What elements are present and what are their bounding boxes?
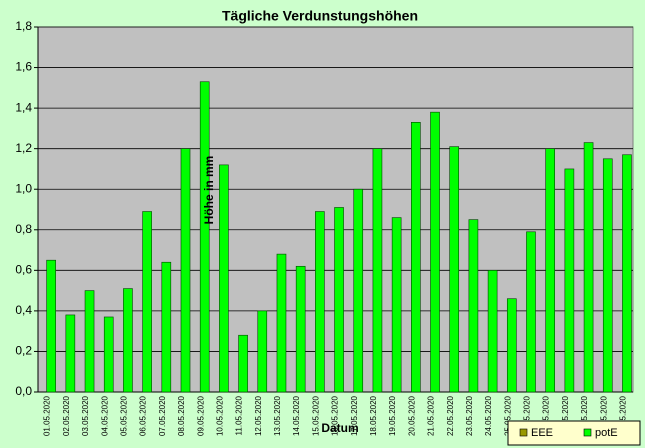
x-tick-label: 20.05.2020 [407,395,416,436]
y-tick-label: 0,0 [15,384,32,398]
bar [526,231,536,393]
bar [180,148,191,393]
bar [449,146,460,393]
legend-swatch [583,428,592,437]
x-tick-label: 02.05.2020 [62,395,71,436]
bar [583,142,594,393]
legend-box [507,420,641,446]
y-tick-label: 1,0 [15,181,32,195]
y-tick-label: 1,8 [15,19,32,33]
x-tick-label: 17.05.2020 [350,395,359,436]
bar [103,316,114,393]
x-tick-label: 29.05.2020 [580,395,589,436]
x-tick-label: 23.05.2020 [465,395,474,436]
x-tick-label: 11.05.2020 [235,395,244,435]
x-tick-label: 14.05.2020 [292,395,301,436]
x-tick-label: 16.05.2020 [331,395,340,436]
bar [506,298,517,393]
x-tick-label: 21.05.2020 [427,395,436,436]
bar [276,253,287,393]
bar [430,111,440,393]
bar [238,334,248,393]
bar [84,290,95,393]
bar [161,261,172,393]
y-tick-label: 1,4 [15,100,32,114]
x-tick-label: 10.05.2020 [215,395,224,436]
bar [468,219,479,393]
bar [142,211,152,393]
y-tick-label: 0,2 [15,344,32,358]
x-tick-label: 18.05.2020 [369,395,378,436]
x-tick-label: 27.05.2020 [542,395,551,436]
x-tick-label: 26.05.2020 [523,395,532,436]
bar [391,217,402,393]
bar [411,122,421,393]
x-tick-label: 12.05.2020 [254,395,263,436]
bar [295,265,306,393]
x-tick-label: 05.05.2020 [119,395,128,436]
x-tick-label: 06.05.2020 [139,395,148,436]
bar [315,211,325,393]
bar [372,148,383,393]
x-tick-label: 25.05.2020 [503,395,512,436]
x-tick-label: 01.05.2020 [43,395,52,436]
y-axis-label: Höhe in mm [202,156,216,225]
chart-title: Tägliche Verdunstungshöhen [222,8,418,24]
legend-label: EEE [531,427,553,439]
x-tick-label: 07.05.2020 [158,395,167,436]
bar [564,168,575,393]
x-tick-label: 19.05.2020 [388,395,397,436]
x-tick-label: 04.05.2020 [100,395,109,436]
bar [487,270,498,393]
x-axis-label: Datum [321,421,358,435]
legend-label: potE [595,427,618,439]
bar [622,154,632,393]
x-tick-label: 15.05.2020 [311,395,320,436]
y-tick-label: 0,4 [15,303,32,317]
bar [602,158,613,393]
legend-swatch [519,428,528,437]
x-tick-label: 31.05.2020 [619,395,628,436]
bar [46,259,56,393]
y-tick-label: 0,6 [15,263,32,277]
bar [219,164,229,393]
x-tick-label: 28.05.2020 [561,395,570,436]
bar [199,81,210,393]
x-tick-label: 22.05.2020 [446,395,455,436]
x-tick-label: 24.05.2020 [484,395,493,436]
x-tick-label: 09.05.2020 [196,395,205,436]
bar [65,314,76,393]
x-tick-label: 03.05.2020 [81,395,90,436]
x-tick-label: 30.05.2020 [599,395,608,436]
bar [334,207,344,393]
x-tick-label: 13.05.2020 [273,395,282,436]
y-tick-label: 1,2 [15,141,32,155]
x-tick-label: 08.05.2020 [177,395,186,436]
bar [353,188,364,393]
bar [545,148,555,393]
legend: EEE potE [507,420,641,446]
y-tick-label: 1,6 [15,60,32,74]
bar [123,288,133,393]
bar [257,310,268,393]
y-tick-label: 0,8 [15,222,32,236]
